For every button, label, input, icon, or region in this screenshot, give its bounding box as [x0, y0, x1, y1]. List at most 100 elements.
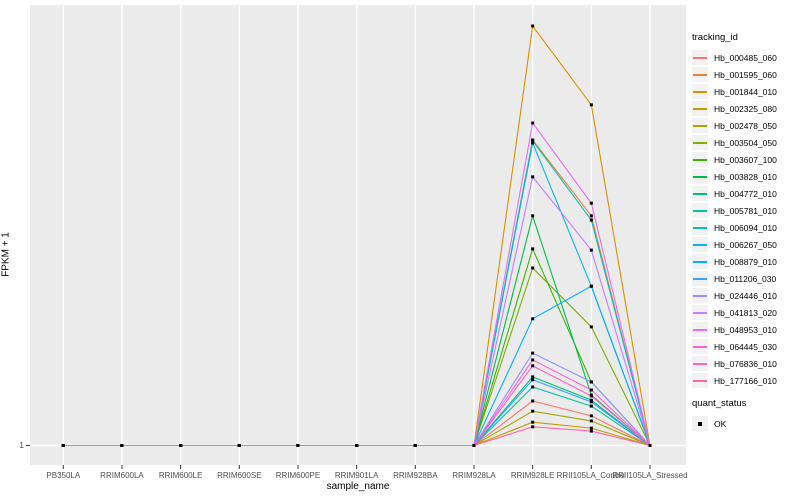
legend-line-icon	[693, 243, 707, 246]
legend-line-icon	[693, 260, 707, 263]
legend-key-swatch	[692, 135, 708, 150]
legend-line-icon	[693, 141, 707, 144]
legend-item: Hb_005781_010	[690, 202, 800, 219]
quant-status-legend: quant_status OK	[690, 398, 800, 432]
tracking-id-legend: tracking_id Hb_000485_060 Hb_001595_060 Hb…	[690, 32, 800, 389]
y-axis-title: FPKM + 1	[0, 232, 12, 277]
legend-item: Hb_004772_010	[690, 185, 800, 202]
legend-title: tracking_id	[692, 32, 738, 43]
x-axis-title: sample_name	[326, 481, 390, 492]
legend-line-icon	[693, 192, 707, 195]
legend-line-icon	[693, 73, 707, 76]
legend-item: Hb_177166_010	[690, 372, 800, 389]
legend-line-icon	[693, 158, 707, 161]
legend-line-icon	[693, 362, 707, 365]
legend-item-label: Hb_001595_060	[714, 69, 777, 80]
legend-key-swatch	[692, 118, 708, 133]
x-tick-label: PB350LA	[46, 471, 81, 480]
legend-line-icon	[693, 56, 707, 59]
legend-key-swatch	[692, 237, 708, 252]
legend-item: Hb_048953_010	[690, 321, 800, 338]
legend-item: Hb_076836_010	[690, 355, 800, 372]
legend-item-label: Hb_006094_010	[714, 222, 777, 233]
legend-line-icon	[693, 226, 707, 229]
legend-line-icon	[693, 294, 707, 297]
legend-item: Hb_001595_060	[690, 66, 800, 83]
x-tick-label: RRII105LA_Stressed	[612, 471, 688, 480]
legend-item: Hb_064445_030	[690, 338, 800, 355]
legend-item: Hb_006094_010	[690, 219, 800, 236]
legend-line-icon	[693, 311, 707, 314]
legend-item-label: Hb_002325_080	[714, 103, 777, 114]
legend-line-icon	[693, 124, 707, 127]
x-axis-tick-labels: PB350LA RRIM600LA RRIM600LE RRIM600SE RRIM60…	[0, 471, 800, 483]
point-square-icon	[698, 421, 702, 426]
quant-legend-items: OK	[690, 415, 800, 432]
legend-item-label: Hb_011206_030	[714, 273, 777, 284]
legend-line-icon	[693, 277, 707, 280]
legend-item-label: Hb_000485_060	[714, 52, 777, 63]
legend-line-icon	[693, 345, 707, 348]
legend-key-swatch	[692, 203, 708, 218]
legend-item-label: Hb_024446_010	[714, 290, 777, 301]
legend-item-label: Hb_004772_010	[714, 188, 777, 199]
legend-item: Hb_002478_050	[690, 117, 800, 134]
legend-line-icon	[693, 107, 707, 110]
x-tick-label: RRIM600LA	[100, 471, 144, 480]
x-tick-label: RRIM600LE	[158, 471, 203, 480]
legend-item-label: Hb_048953_010	[714, 324, 777, 335]
legend-item: Hb_003504_050	[690, 134, 800, 151]
legend-key-swatch	[692, 373, 708, 388]
quant-legend-title: quant_status	[692, 398, 747, 409]
legend-item-label: Hb_006267_050	[714, 239, 777, 250]
legend-item: Hb_006267_050	[690, 236, 800, 253]
legend-item-label: Hb_177166_010	[714, 375, 777, 386]
legend-line-icon	[693, 379, 707, 382]
legend-item: Hb_011206_030	[690, 270, 800, 287]
quant-item-label: OK	[714, 418, 727, 429]
legend-line-icon	[693, 175, 707, 178]
legend-item: Hb_041813_020	[690, 304, 800, 321]
legend-line-icon	[693, 209, 707, 212]
legend-line-icon	[693, 90, 707, 93]
legend-item: Hb_001844_010	[690, 83, 800, 100]
y-tick-label: 1	[19, 440, 24, 450]
legend-item: Hb_000485_060	[690, 49, 800, 66]
legend-item-label: Hb_005781_010	[714, 205, 777, 216]
legend-key-swatch	[692, 356, 708, 371]
quant-legend-item: OK	[690, 415, 800, 432]
legend-item-label: Hb_041813_020	[714, 307, 777, 318]
legend-key-swatch	[692, 288, 708, 303]
legend-key-swatch	[692, 322, 708, 337]
legend-key-swatch	[692, 271, 708, 286]
legend-item-label: Hb_001844_010	[714, 86, 777, 97]
x-tick-label: RRIM901LA	[334, 471, 379, 480]
legend-key-swatch	[692, 220, 708, 235]
x-tick-label: RRII105LA_Control	[556, 471, 627, 480]
legend-item-label: Hb_008879_010	[714, 256, 777, 267]
legend-key-swatch	[692, 50, 708, 65]
legend-item-label: Hb_003828_010	[714, 171, 777, 182]
legend-key-swatch	[692, 186, 708, 201]
legend-item: Hb_003828_010	[690, 168, 800, 185]
legend-key-swatch	[692, 84, 708, 99]
legend-key-swatch	[692, 152, 708, 167]
x-tick-label: RRIM600PE	[275, 471, 321, 480]
quant-key-swatch	[692, 416, 708, 431]
legend-item-label: Hb_064445_030	[714, 341, 777, 352]
legend-key-swatch	[692, 305, 708, 320]
legend-key-swatch	[692, 339, 708, 354]
legend-item: Hb_024446_010	[690, 287, 800, 304]
legend-item-label: Hb_003504_050	[714, 137, 777, 148]
legend-item-label: Hb_076836_010	[714, 358, 777, 369]
x-tick-label: RRIM600SE	[217, 471, 262, 480]
legend-key-swatch	[692, 67, 708, 82]
legend-key-swatch	[692, 254, 708, 269]
x-tick-label: RRIM928LA	[452, 471, 496, 480]
legend-item: Hb_008879_010	[690, 253, 800, 270]
legend-items: Hb_000485_060 Hb_001595_060 Hb_001844_010 H…	[690, 49, 800, 389]
legend-item: Hb_003607_100	[690, 151, 800, 168]
legend-item-label: Hb_003607_100	[714, 154, 777, 165]
